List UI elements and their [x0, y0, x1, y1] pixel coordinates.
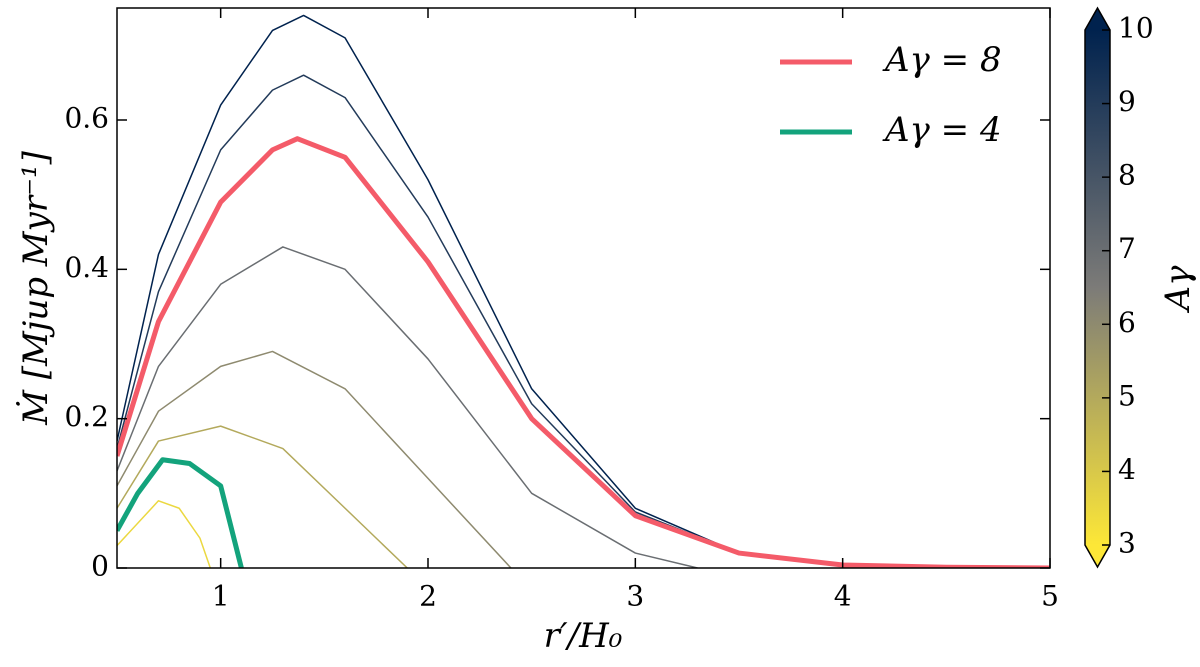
colorbar-tick-label: 7: [1118, 232, 1136, 265]
x-tick-label: 4: [834, 580, 852, 613]
x-tick-label: 2: [419, 580, 437, 613]
y-tick-label: 0.4: [64, 251, 109, 284]
colorbar-tick-label: 10: [1118, 12, 1154, 45]
colorbar-tick-label: 8: [1118, 159, 1136, 192]
colorbar-label: Aγ: [1158, 265, 1198, 314]
y-tick-label: 0.2: [64, 400, 109, 433]
background-curve: [117, 14, 1050, 568]
axes-frame: [116, 7, 1051, 569]
background-curve: [117, 500, 212, 568]
background-curve: [117, 350, 512, 568]
series-line: [117, 136, 1050, 568]
colorbar-tick-label: 4: [1118, 453, 1136, 486]
background-curve: [117, 425, 408, 568]
legend-label: Aγ = 8: [882, 40, 1002, 80]
colorbar-extend-top: [1085, 8, 1110, 30]
x-tick-label: 3: [626, 580, 644, 613]
colorbar: [1085, 30, 1110, 545]
background-curve: [117, 246, 698, 568]
colorbar-tick-label: 5: [1118, 379, 1136, 412]
legend-label: Aγ = 4: [882, 110, 1002, 150]
plot-area: [117, 14, 1050, 568]
colorbar-tick-label: 6: [1118, 306, 1136, 339]
x-tick-label: 1: [212, 580, 230, 613]
y-tick-label: 0.6: [64, 102, 109, 135]
colorbar-tick-label: 9: [1118, 85, 1136, 118]
x-axis-label: r′/H₀: [544, 616, 623, 656]
colorbar-tick-label: 3: [1118, 527, 1136, 560]
y-axis-label: Ṁ [Mjup Myr⁻¹]: [16, 150, 56, 426]
y-tick-label: 0: [91, 550, 109, 583]
series-line: [117, 457, 244, 568]
colorbar-extend-bottom: [1085, 545, 1110, 567]
x-tick-label: 5: [1041, 580, 1059, 613]
